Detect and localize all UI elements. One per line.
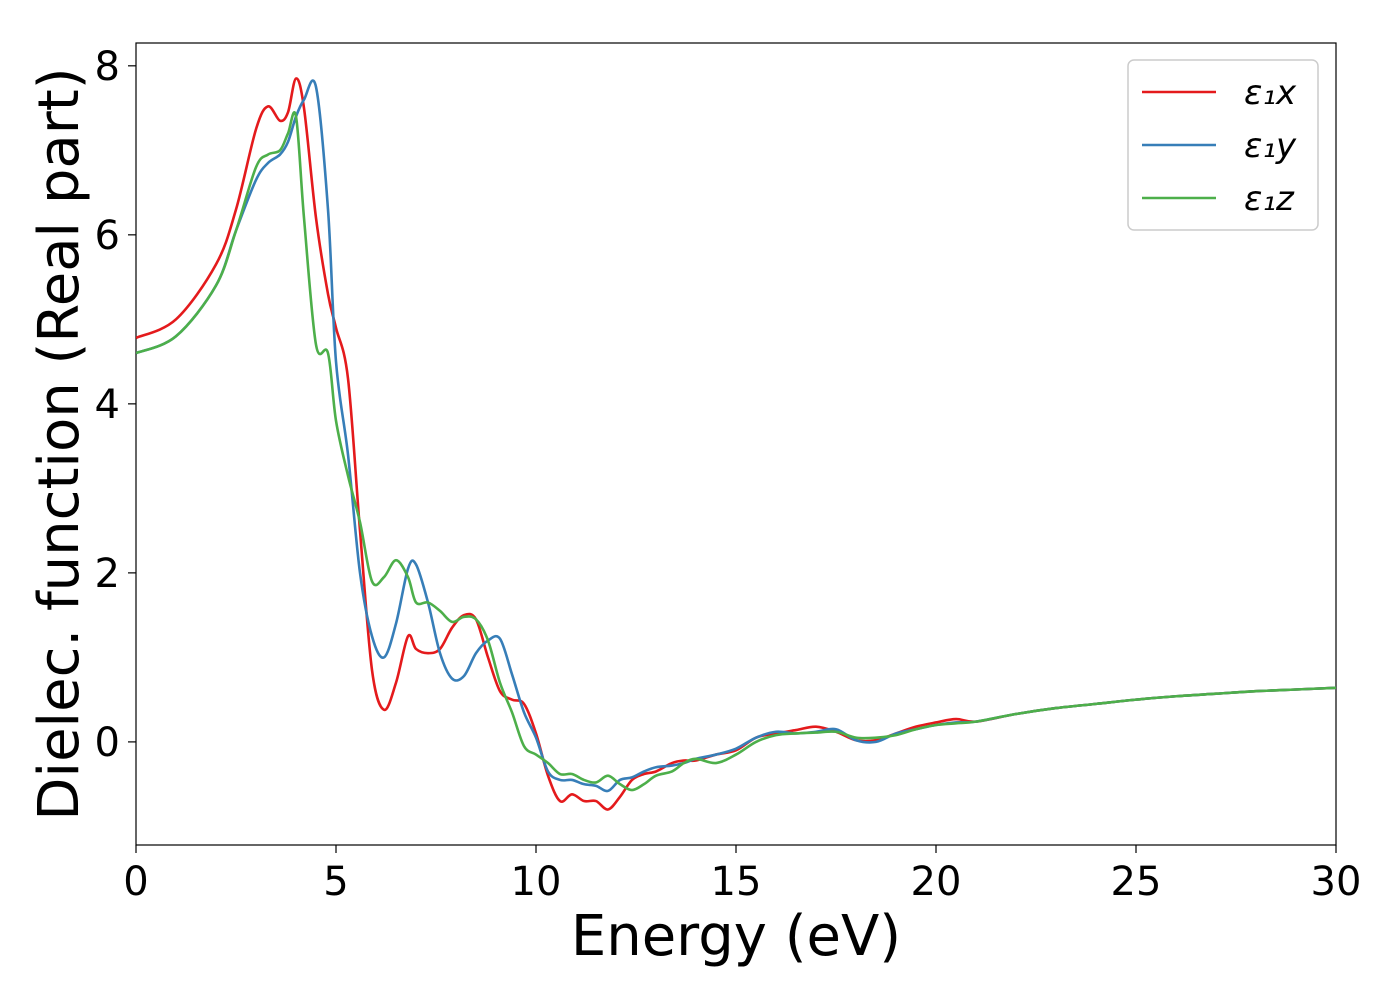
x-tick-label: 5 [323, 859, 348, 905]
x-tick-label: 0 [123, 859, 148, 905]
y-tick-label: 4 [95, 382, 120, 428]
x-axis-label: Energy (eV) [571, 904, 901, 969]
x-axis: 0 5 10 15 20 25 30 [123, 845, 1361, 905]
legend-label: ε₁z [1244, 179, 1295, 219]
legend-label: ε₁x [1244, 73, 1297, 113]
x-tick-label: 15 [711, 859, 762, 905]
series-line-1 [136, 77, 1336, 811]
legend-box [1127, 59, 1319, 231]
x-tick-label: 20 [911, 859, 962, 905]
y-tick-label: 8 [95, 44, 120, 90]
legend-label: ε₁y [1244, 126, 1297, 166]
x-tick-label: 25 [1111, 859, 1162, 905]
y-axis: 0 2 4 6 8 [95, 44, 136, 766]
y-tick-label: 0 [95, 720, 120, 766]
x-tick-label: 10 [511, 859, 562, 905]
y-tick-label: 2 [95, 551, 120, 597]
y-tick-label: 6 [95, 213, 120, 259]
legend: ε₁x ε₁y ε₁z [1127, 59, 1319, 231]
series-line-3 [136, 111, 1336, 792]
x-tick-label: 30 [1311, 859, 1362, 905]
y-axis-label: Dielec. function (Real part) [27, 67, 92, 820]
series-lines [136, 77, 1336, 811]
